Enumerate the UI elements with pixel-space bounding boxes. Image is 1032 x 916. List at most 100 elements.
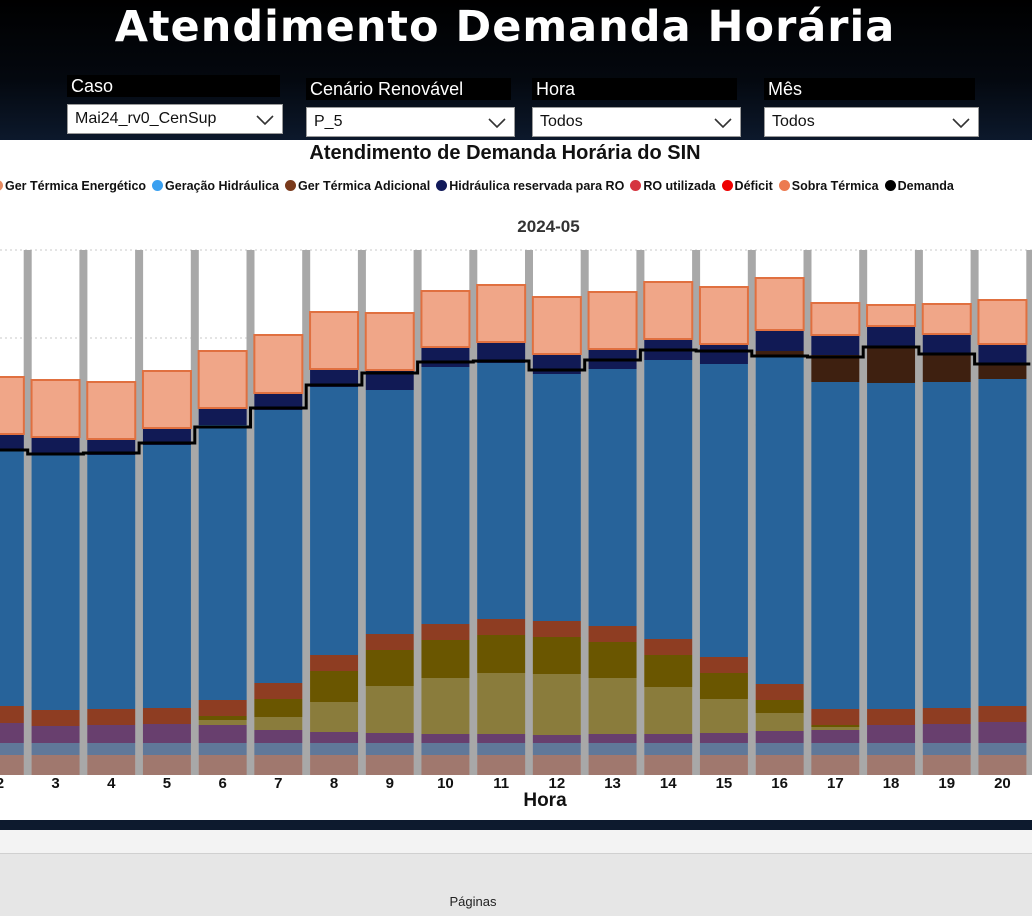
- bar-segment: [922, 743, 971, 755]
- x-tick-label: 10: [437, 775, 454, 792]
- legend-label: Déficit: [734, 178, 773, 193]
- legend-item[interactable]: Hidráulica reservada para RO: [436, 179, 624, 193]
- bar-segment: [532, 755, 581, 775]
- legend-item[interactable]: Geração Hidráulica: [152, 179, 279, 193]
- cenario-dropdown[interactable]: P_5: [306, 107, 515, 137]
- x-tick-label: 8: [330, 775, 338, 792]
- bar-gap: [803, 250, 812, 775]
- legend-item[interactable]: Déficit: [721, 178, 773, 193]
- bar-segment: [811, 335, 860, 355]
- pages-bar[interactable]: Páginas: [0, 853, 1032, 916]
- x-tick-label: 3: [51, 775, 59, 792]
- bar-segment: [365, 755, 414, 775]
- x-tick-label: 13: [604, 775, 621, 792]
- bar-segment: [421, 624, 470, 640]
- bar-segment: [755, 755, 804, 775]
- bar-segment: [310, 743, 359, 755]
- bar-segment: [644, 639, 693, 655]
- bar-segment: [477, 743, 526, 755]
- bar-gap: [914, 250, 923, 775]
- bar-segment: [198, 425, 247, 700]
- bar-segment: [699, 673, 748, 699]
- bar-segment-sobra: [420, 290, 471, 348]
- bar-gap: [525, 250, 533, 775]
- bar-segment: [811, 755, 860, 775]
- bar-gap: [747, 250, 756, 775]
- bar-segment: [978, 722, 1027, 743]
- bar-segment: [922, 708, 971, 724]
- bar-segment-sobra: [866, 304, 917, 327]
- bar-gap: [135, 250, 144, 775]
- legend-label: Demanda: [897, 178, 954, 193]
- bar-segment: [811, 725, 860, 727]
- bar-segment: [811, 709, 860, 725]
- bar-segment: [365, 390, 414, 634]
- mes-dropdown[interactable]: Todos: [764, 107, 979, 137]
- x-tick-label: 19: [938, 775, 955, 792]
- bar-segment-sobra: [197, 350, 248, 409]
- bar-segment: [31, 437, 80, 454]
- bar-segment: [198, 408, 247, 425]
- legend-item[interactable]: Sobra Térmica: [778, 179, 879, 193]
- bar-segment: [532, 637, 581, 674]
- bar-segment: [254, 699, 303, 717]
- bar-segment: [699, 743, 748, 755]
- legend-item[interactable]: Ger Térmica Energético: [0, 179, 146, 193]
- bar-segment: [421, 734, 470, 743]
- bar-segment: [922, 755, 971, 775]
- legend-item[interactable]: RO utilizada: [630, 179, 716, 193]
- bar-segment: [867, 383, 916, 709]
- bar-segment: [978, 379, 1027, 706]
- legend-item[interactable]: Demanda: [884, 178, 954, 193]
- bar-segment: [477, 635, 526, 673]
- bar-segment: [87, 743, 136, 755]
- legend-dot-icon: [884, 179, 896, 191]
- bar-segment: [588, 734, 637, 743]
- legend-label: Geração Hidráulica: [165, 178, 279, 193]
- stacked-bar-chart: 2 3 4 5 6 7 8 9 10 11 12 13 14 15 16 17 18 19 20: [0, 249, 1032, 792]
- x-tick-label: 15: [716, 775, 733, 792]
- legend-label: Ger Térmica Adicional: [297, 178, 431, 193]
- bar-segment-sobra: [698, 286, 749, 345]
- bar-segment: [0, 450, 24, 706]
- bar-segment: [365, 743, 414, 755]
- bar-segment: [310, 702, 359, 732]
- filter-label-cenario: Cenário Renovável: [306, 78, 511, 100]
- bar-segment: [532, 743, 581, 755]
- bar-gap: [636, 250, 645, 775]
- bar-segment: [811, 727, 860, 730]
- hora-dropdown[interactable]: Todos: [532, 107, 741, 137]
- demanda-line: [0, 345, 1031, 456]
- bar-segment: [31, 454, 80, 710]
- bar-segment: [0, 706, 24, 723]
- bottom-strip: [0, 820, 1032, 830]
- x-tick-label: 18: [883, 775, 900, 792]
- bar-segment: [532, 674, 581, 735]
- bar-segment: [644, 743, 693, 755]
- bar-segment-sobra: [253, 334, 304, 394]
- bar-gap: [970, 250, 979, 775]
- bar-segment: [87, 455, 136, 709]
- bar-segment: [310, 387, 359, 655]
- bar-segment-sobra: [754, 277, 805, 331]
- bar-segment: [142, 428, 191, 445]
- bar-gap: [190, 250, 199, 775]
- bar-segment: [31, 726, 80, 743]
- caso-dropdown[interactable]: Mai24_rv0_CenSup: [67, 104, 283, 134]
- cenario-dropdown-value: P_5: [314, 113, 343, 130]
- bar-segment: [922, 354, 971, 382]
- bar-segment: [699, 657, 748, 673]
- x-tick-label: 4: [107, 775, 116, 792]
- legend-item[interactable]: Ger Térmica Adicional: [284, 178, 431, 193]
- bar-segment-sobra: [977, 299, 1028, 345]
- chart-legend: Ger Térmica Energético Geração Hidráulica…: [0, 178, 960, 196]
- bar-segment: [811, 355, 860, 382]
- bar-segment: [755, 330, 804, 351]
- bar-segment: [978, 706, 1027, 722]
- bar-segment: [421, 678, 470, 734]
- bar-segment: [588, 678, 637, 734]
- bar-gap: [413, 250, 422, 775]
- bar-segment: [310, 369, 359, 387]
- bar-segment: [310, 655, 359, 671]
- bar-segment-sobra: [587, 291, 638, 350]
